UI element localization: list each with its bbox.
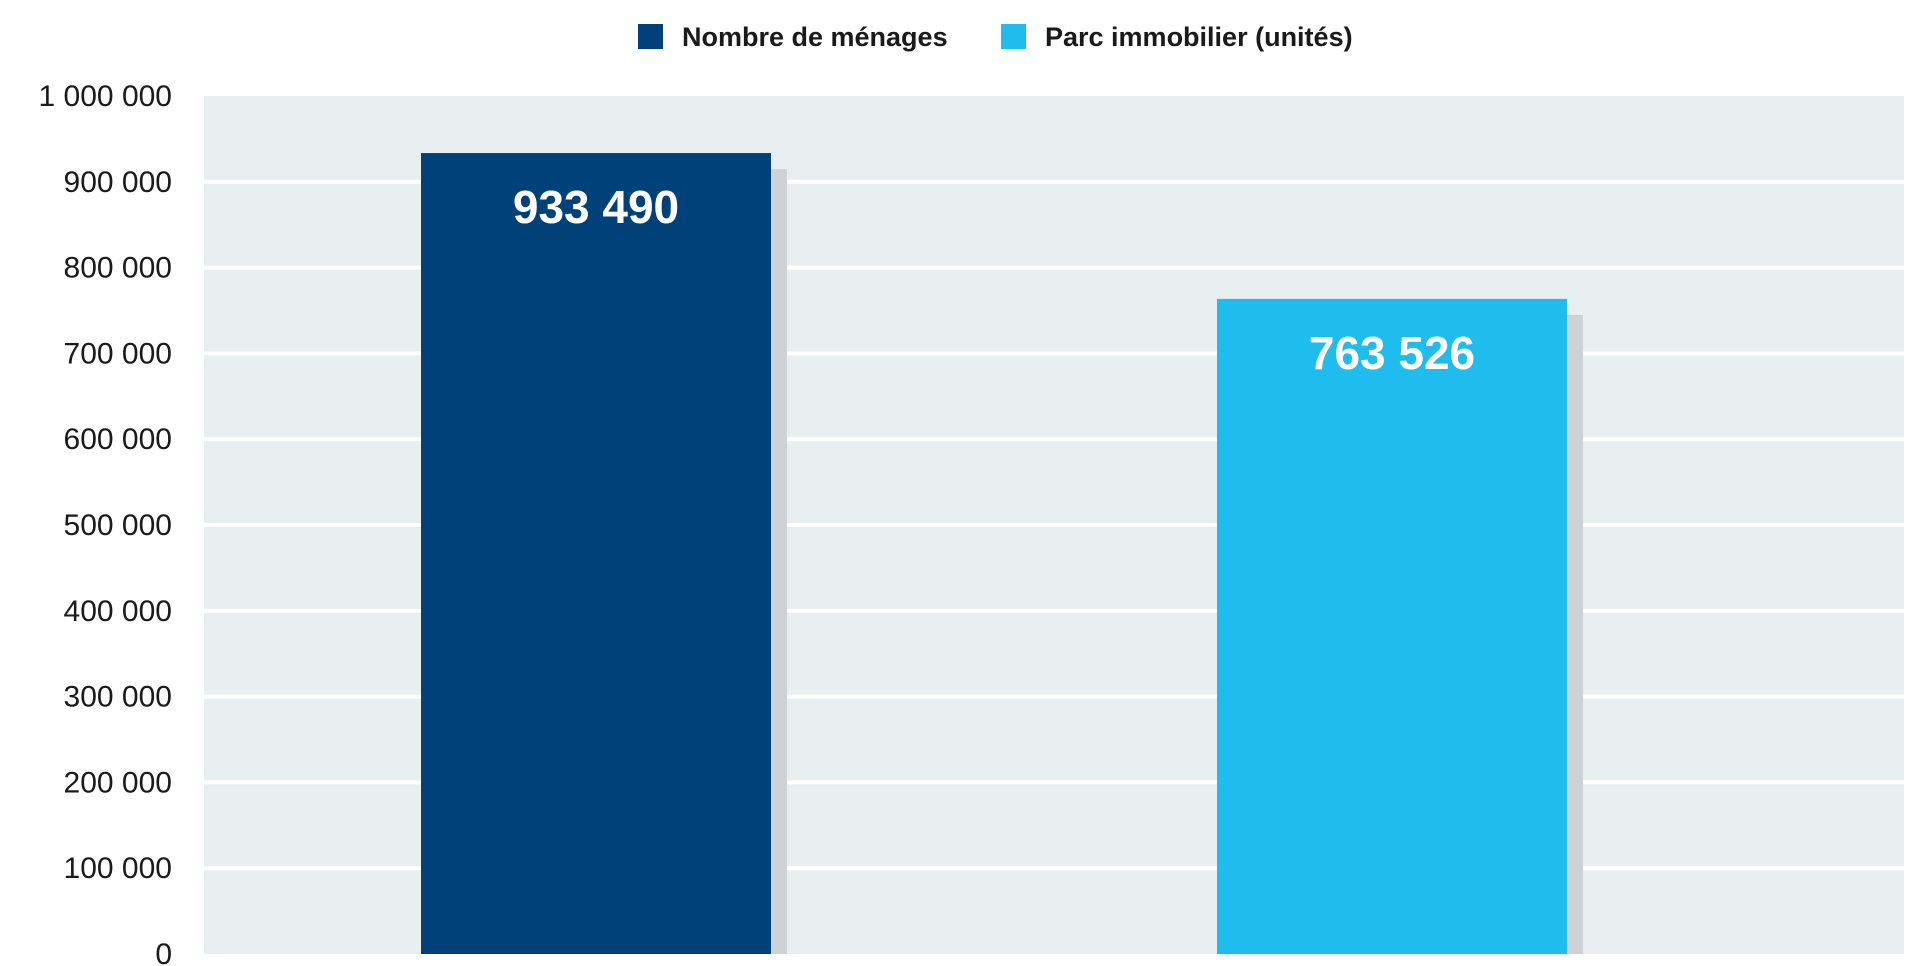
y-tick-label: 1 000 000: [39, 80, 172, 113]
legend-label: Parc immobilier (unités): [1045, 22, 1353, 52]
y-tick-label: 0: [155, 938, 172, 966]
legend-swatch: [1001, 24, 1026, 49]
data-labels: 933 490 763 526: [513, 181, 1475, 379]
y-tick-label: 400 000: [64, 595, 172, 628]
y-tick-label: 500 000: [64, 509, 172, 542]
y-tick-label: 700 000: [64, 337, 172, 370]
bar: [1217, 298, 1567, 955]
legend-label: Nombre de ménages: [682, 22, 948, 52]
y-tick-label: 600 000: [64, 423, 172, 456]
y-tick-label: 800 000: [64, 252, 172, 285]
bar-value-label: 763 526: [1309, 327, 1475, 379]
bars: [421, 153, 1583, 955]
bar-value-label: 933 490: [513, 181, 679, 233]
y-tick-label: 100 000: [64, 852, 172, 885]
y-axis-tick-labels: 0 100 000 200 000 300 000 400 000 500 000 600 …: [39, 80, 172, 966]
y-tick-label: 300 000: [64, 681, 172, 714]
bar: [421, 153, 771, 955]
y-tick-label: 200 000: [64, 766, 172, 799]
y-tick-label: 900 000: [64, 166, 172, 199]
chart-legend: Nombre de ménages Parc immobilier (unités…: [638, 22, 1353, 52]
legend-swatch: [638, 24, 663, 49]
